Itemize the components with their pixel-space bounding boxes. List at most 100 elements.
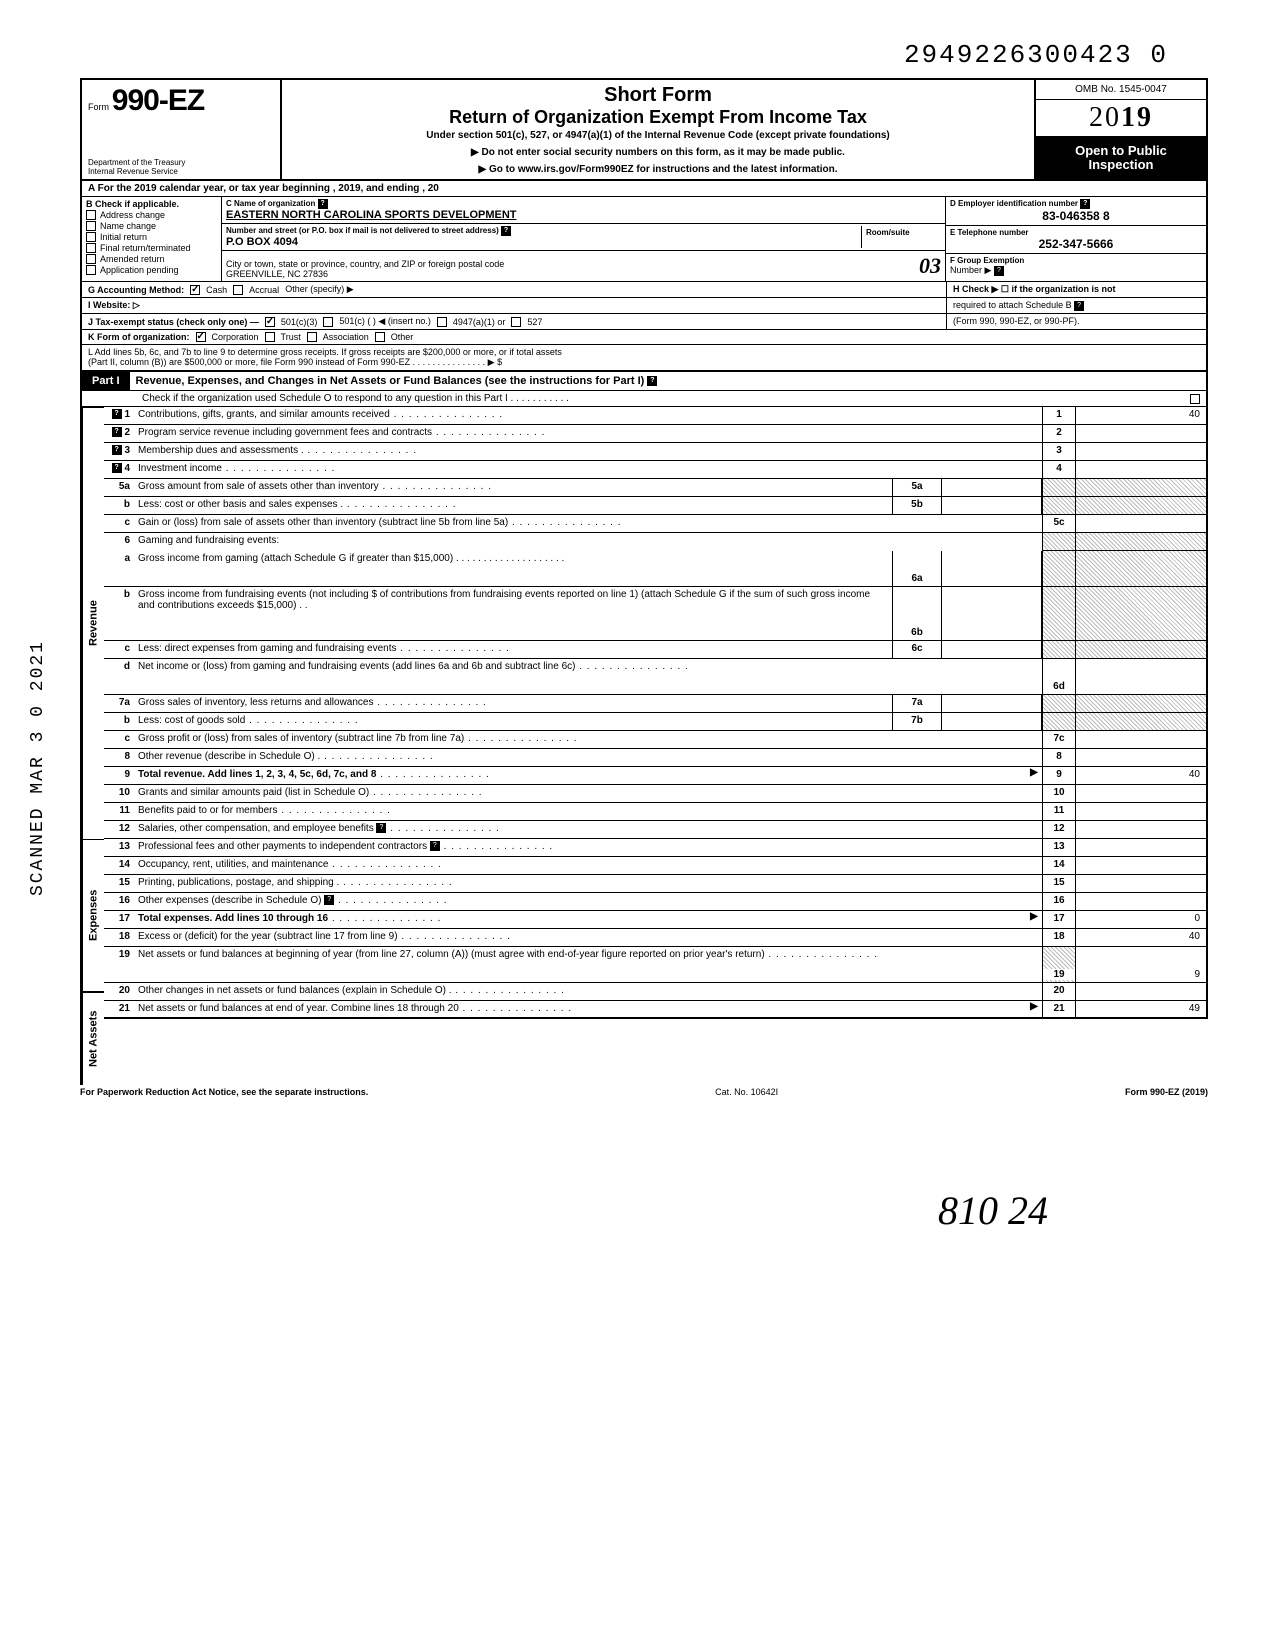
amt-1: 40 — [1076, 407, 1206, 424]
ein: 83-046358 8 — [950, 209, 1202, 223]
dept-irs: Internal Revenue Service — [88, 168, 274, 177]
side-net-assets: Net Assets — [82, 991, 104, 1085]
scanned-stamp: SCANNED MAR 3 0 2021 — [28, 640, 48, 896]
line-6: 6 Gaming and fundraising events: — [104, 533, 1208, 551]
part1-sub: Check if the organization used Schedule … — [80, 391, 1208, 407]
col-b-checkboxes: B Check if applicable. Address change Na… — [82, 197, 222, 281]
line-13: 13 Professional fees and other payments … — [104, 839, 1208, 857]
line-14: 14 Occupancy, rent, utilities, and maint… — [104, 857, 1208, 875]
help-icon: ? — [647, 376, 657, 386]
row-i: I Website: ▷ required to attach Schedule… — [80, 298, 1208, 314]
tax-year: 2019 — [1036, 100, 1206, 137]
line-6b: b Gross income from fundraising events (… — [104, 587, 1208, 641]
line-19: 19 Net assets or fund balances at beginn… — [104, 947, 1208, 983]
line-16: 16 Other expenses (describe in Schedule … — [104, 893, 1208, 911]
help-icon: ? — [318, 199, 328, 209]
chk-association[interactable] — [307, 332, 317, 342]
help-icon: ? — [994, 266, 1004, 276]
under-section: Under section 501(c), 527, or 4947(a)(1)… — [288, 130, 1028, 141]
handwritten-03: 03 — [919, 253, 941, 279]
line-6d: d Net income or (loss) from gaming and f… — [104, 659, 1208, 695]
chk-4947[interactable] — [437, 317, 447, 327]
amt-21: 49 — [1076, 1001, 1206, 1017]
line-1: ? 1 Contributions, gifts, grants, and si… — [104, 407, 1208, 425]
row-a-tax-year: A For the 2019 calendar year, or tax yea… — [80, 181, 1208, 197]
chk-other-org[interactable] — [375, 332, 385, 342]
phone: 252-347-5666 — [950, 237, 1202, 251]
line-6a: a Gross income from gaming (attach Sched… — [104, 551, 1208, 587]
chk-accrual[interactable] — [233, 285, 243, 295]
help-icon: ? — [112, 463, 122, 473]
org-name: EASTERN NORTH CAROLINA SPORTS DEVELOPMEN… — [226, 209, 941, 221]
document-id: 2949226300423 0 — [80, 40, 1208, 70]
chk-corporation[interactable] — [196, 332, 206, 342]
form-number: 990-EZ — [112, 84, 204, 117]
part1-tag: Part I — [82, 372, 130, 390]
handwritten-signature: 810 24 — [80, 1187, 1208, 1234]
chk-name-change[interactable] — [86, 221, 96, 231]
col-def: D Employer identification number ? 83-04… — [946, 197, 1206, 281]
entity-info-block: B Check if applicable. Address change Na… — [80, 197, 1208, 282]
line-4: ? 4 Investment income 4 — [104, 461, 1208, 479]
chk-schedule-o[interactable] — [1190, 394, 1200, 404]
row-k: K Form of organization: Corporation Trus… — [80, 330, 1208, 345]
side-expenses: Expenses — [82, 839, 104, 991]
help-icon: ? — [112, 409, 122, 419]
line-17: 17 Total expenses. Add lines 10 through … — [104, 911, 1208, 929]
line-20: 20 Other changes in net assets or fund b… — [104, 983, 1208, 1001]
help-icon: ? — [1080, 199, 1090, 209]
footer-form: Form 990-EZ (2019) — [1125, 1087, 1208, 1097]
room-suite-label: Room/suite — [861, 226, 941, 248]
help-icon: ? — [376, 823, 386, 833]
chk-501c3[interactable] — [265, 317, 275, 327]
row-g-h: G Accounting Method: Cash Accrual Other … — [80, 282, 1208, 298]
chk-trust[interactable] — [265, 332, 275, 342]
line-6c: c Less: direct expenses from gaming and … — [104, 641, 1208, 659]
side-revenue: Revenue — [82, 407, 104, 839]
instruction-ssn: ▶ Do not enter social security numbers o… — [288, 147, 1028, 158]
page-footer: For Paperwork Reduction Act Notice, see … — [80, 1085, 1208, 1097]
footer-left: For Paperwork Reduction Act Notice, see … — [80, 1087, 368, 1097]
help-icon: ? — [1074, 301, 1084, 311]
chk-cash[interactable] — [190, 285, 200, 295]
line-7a: 7a Gross sales of inventory, less return… — [104, 695, 1208, 713]
help-icon: ? — [112, 427, 122, 437]
chk-application-pending[interactable] — [86, 265, 96, 275]
part1-header: Part I Revenue, Expenses, and Changes in… — [80, 372, 1208, 391]
amt-18: 40 — [1076, 929, 1206, 946]
footer-cat: Cat. No. 10642I — [715, 1087, 778, 1097]
line-5c: c Gain or (loss) from sale of assets oth… — [104, 515, 1208, 533]
return-title: Return of Organization Exempt From Incom… — [288, 107, 1028, 128]
chk-initial-return[interactable] — [86, 232, 96, 242]
open-to-public: Open to Public Inspection — [1036, 137, 1206, 179]
short-form-title: Short Form — [288, 84, 1028, 107]
line-15: 15 Printing, publications, postage, and … — [104, 875, 1208, 893]
line-21: 21 Net assets or fund balances at end of… — [104, 1001, 1208, 1019]
form-prefix: Form — [88, 102, 109, 112]
row-j: J Tax-exempt status (check only one) — 5… — [80, 314, 1208, 330]
instruction-url: ▶ Go to www.irs.gov/Form990EZ for instru… — [288, 164, 1028, 175]
help-icon: ? — [112, 445, 122, 455]
line-7b: b Less: cost of goods sold 7b — [104, 713, 1208, 731]
org-city: GREENVILLE, NC 27836 — [226, 269, 504, 279]
help-icon: ? — [324, 895, 334, 905]
line-11: 11 Benefits paid to or for members 11 — [104, 803, 1208, 821]
org-street: P.O BOX 4094 — [226, 236, 861, 248]
line-8: 8 Other revenue (describe in Schedule O)… — [104, 749, 1208, 767]
row-l: L Add lines 5b, 6c, and 7b to line 9 to … — [80, 345, 1208, 372]
form-header: Form 990-EZ Department of the Treasury I… — [80, 78, 1208, 181]
amt-19: 9 — [1076, 947, 1206, 982]
line-2: ? 2 Program service revenue including go… — [104, 425, 1208, 443]
chk-501c[interactable] — [323, 317, 333, 327]
part1-title: Revenue, Expenses, and Changes in Net As… — [130, 372, 1206, 390]
help-icon: ? — [430, 841, 440, 851]
chk-amended-return[interactable] — [86, 254, 96, 264]
line-10: 10 Grants and similar amounts paid (list… — [104, 785, 1208, 803]
chk-final-return[interactable] — [86, 243, 96, 253]
amt-9: 40 — [1076, 767, 1206, 784]
line-18: 18 Excess or (deficit) for the year (sub… — [104, 929, 1208, 947]
line-3: ? 3 Membership dues and assessments . 3 — [104, 443, 1208, 461]
col-c-name-address: C Name of organization ? EASTERN NORTH C… — [222, 197, 946, 281]
chk-address-change[interactable] — [86, 210, 96, 220]
chk-527[interactable] — [511, 317, 521, 327]
